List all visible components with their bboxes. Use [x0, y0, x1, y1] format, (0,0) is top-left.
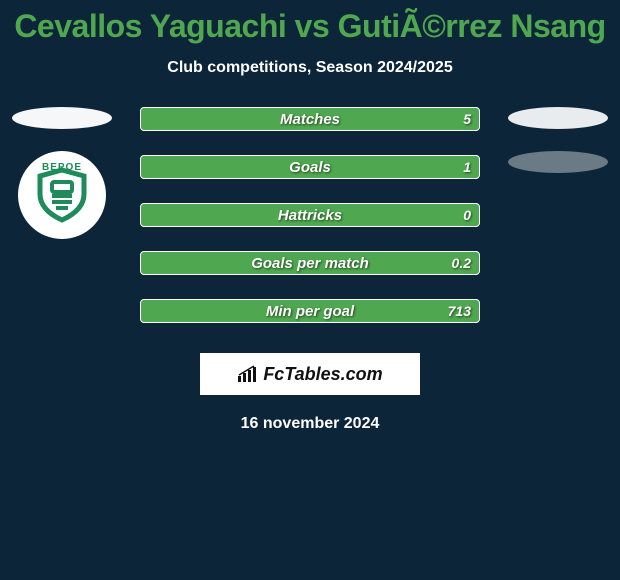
stat-label: Goals per match [251, 255, 369, 272]
stat-value: 713 [448, 303, 471, 319]
right-column [508, 107, 608, 173]
stat-label: Matches [280, 111, 340, 128]
stat-bar-goals-per-match: Goals per match 0.2 [140, 251, 480, 275]
shield-inner: BEPOE [27, 160, 97, 230]
stat-bar-matches: Matches 5 [140, 107, 480, 131]
left-team-badge: BEPOE [18, 151, 106, 239]
shield-text: BEPOE [27, 162, 97, 173]
stat-value: 0 [463, 207, 471, 223]
stat-value: 1 [463, 159, 471, 175]
right-placeholder-ellipse-2 [508, 151, 608, 173]
page-title: Cevallos Yaguachi vs GutiÃ©rrez Nsang [0, 8, 620, 45]
stats-column: Matches 5 Goals 1 Hattricks 0 Goals per … [140, 107, 480, 323]
stat-value: 5 [463, 111, 471, 127]
footer-date: 16 november 2024 [0, 415, 620, 433]
stat-label: Goals [289, 159, 331, 176]
watermark-box: FcTables.com [200, 353, 420, 395]
chart-icon [237, 365, 257, 383]
stat-label: Min per goal [266, 303, 354, 320]
stat-bar-hattricks: Hattricks 0 [140, 203, 480, 227]
stat-bar-goals: Goals 1 [140, 155, 480, 179]
content-row: BEPOE Matches 5 Goals 1 [0, 107, 620, 323]
stat-label: Hattricks [278, 207, 342, 224]
subtitle: Club competitions, Season 2024/2025 [0, 59, 620, 77]
main-container: Cevallos Yaguachi vs GutiÃ©rrez Nsang Cl… [0, 0, 620, 433]
watermark-text: FcTables.com [263, 364, 382, 385]
stat-value: 0.2 [452, 255, 471, 271]
left-column: BEPOE [12, 107, 112, 239]
left-placeholder-ellipse [12, 107, 112, 129]
right-placeholder-ellipse-1 [508, 107, 608, 129]
stat-bar-min-per-goal: Min per goal 713 [140, 299, 480, 323]
